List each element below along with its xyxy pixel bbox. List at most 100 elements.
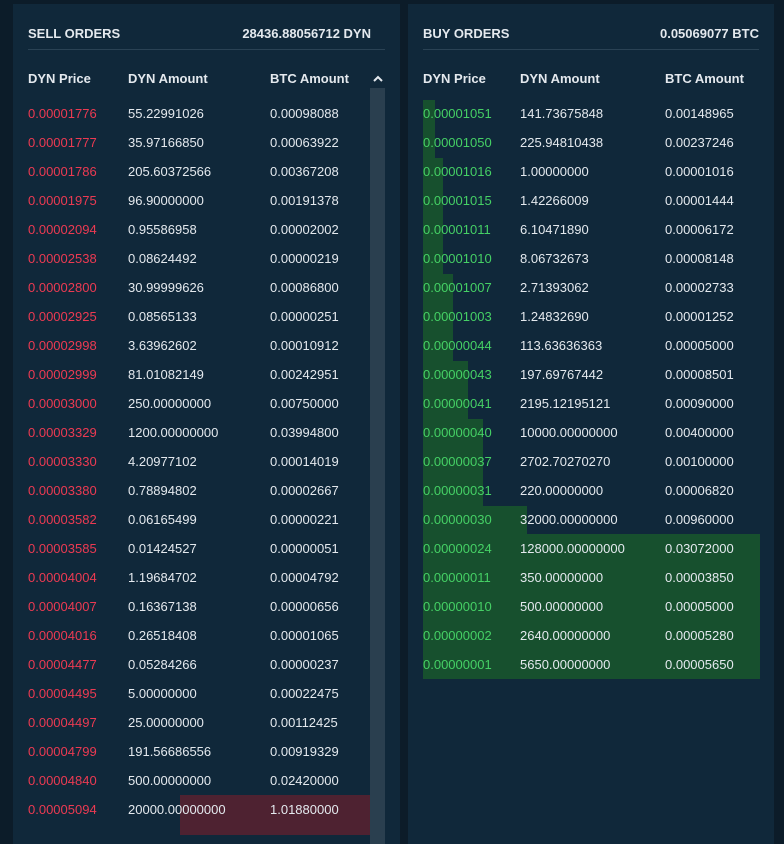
price[interactable]: 0.00002800	[28, 280, 97, 295]
amount[interactable]: 3.63962602	[128, 338, 197, 353]
btc-amount[interactable]: 0.00002002	[270, 222, 339, 237]
amount[interactable]: 197.69767442	[520, 367, 604, 382]
price[interactable]: 0.00004004	[28, 570, 97, 585]
btc-amount[interactable]: 0.00001065	[270, 628, 339, 643]
price[interactable]: 0.00000010	[423, 599, 492, 614]
btc-amount[interactable]: 0.00008501	[665, 367, 734, 382]
amount[interactable]: 96.90000000	[128, 193, 204, 208]
btc-amount[interactable]: 0.00063922	[270, 135, 339, 150]
price[interactable]: 0.00000040	[423, 425, 492, 440]
amount[interactable]: 30.99999626	[128, 280, 204, 295]
price[interactable]: 0.00001776	[28, 106, 97, 121]
amount[interactable]: 350.00000000	[520, 570, 604, 585]
amount[interactable]: 2640.00000000	[520, 628, 611, 643]
amount[interactable]: 220.00000000	[520, 483, 604, 498]
price[interactable]: 0.00002538	[28, 251, 97, 266]
amount[interactable]: 0.05284266	[128, 657, 197, 672]
btc-amount[interactable]: 0.00002733	[665, 280, 734, 295]
amount[interactable]: 2195.12195121	[520, 396, 611, 411]
amount[interactable]: 2702.70270270	[520, 454, 611, 469]
price[interactable]: 0.00001050	[423, 135, 492, 150]
price[interactable]: 0.00000037	[423, 454, 492, 469]
btc-amount[interactable]: 0.00960000	[665, 512, 734, 527]
btc-amount[interactable]: 0.00005000	[665, 338, 734, 353]
btc-amount[interactable]: 0.02420000	[270, 773, 339, 788]
scroll-up[interactable]	[372, 74, 384, 84]
btc-amount[interactable]: 1.01880000	[270, 802, 339, 817]
amount[interactable]: 35.97166850	[128, 135, 204, 150]
amount[interactable]: 81.01082149	[128, 367, 204, 382]
amount[interactable]: 191.56686556	[128, 744, 212, 759]
price[interactable]: 0.00001016	[423, 164, 492, 179]
price[interactable]: 0.00005094	[28, 802, 97, 817]
amount[interactable]: 1200.00000000	[128, 425, 219, 440]
btc-amount[interactable]: 0.00191378	[270, 193, 339, 208]
price[interactable]: 0.00004497	[28, 715, 97, 730]
price[interactable]: 0.00003582	[28, 512, 97, 527]
btc-amount[interactable]: 0.00000221	[270, 512, 339, 527]
amount[interactable]: 5650.00000000	[520, 657, 611, 672]
price[interactable]: 0.00002094	[28, 222, 97, 237]
amount[interactable]: 0.26518408	[128, 628, 197, 643]
price[interactable]: 0.00004840	[28, 773, 97, 788]
amount[interactable]: 141.73675848	[520, 106, 604, 121]
btc-amount[interactable]: 0.00919329	[270, 744, 339, 759]
btc-amount[interactable]: 0.00000219	[270, 251, 339, 266]
btc-amount[interactable]: 0.00112425	[270, 715, 338, 730]
amount[interactable]: 25.00000000	[128, 715, 204, 730]
price[interactable]: 0.00000031	[423, 483, 492, 498]
amount[interactable]: 1.19684702	[128, 570, 197, 585]
btc-amount[interactable]: 0.00001016	[665, 164, 734, 179]
btc-amount[interactable]: 0.00005650	[665, 657, 734, 672]
btc-amount[interactable]: 0.00148965	[665, 106, 734, 121]
amount[interactable]: 0.08565133	[128, 309, 197, 324]
price[interactable]: 0.00002999	[28, 367, 97, 382]
amount[interactable]: 1.42266009	[520, 193, 589, 208]
btc-amount[interactable]: 0.00242951	[270, 367, 339, 382]
btc-amount[interactable]: 0.00086800	[270, 280, 339, 295]
price[interactable]: 0.00001777	[28, 135, 97, 150]
btc-amount[interactable]: 0.00000237	[270, 657, 339, 672]
price[interactable]: 0.00001007	[423, 280, 492, 295]
price[interactable]: 0.00004477	[28, 657, 97, 672]
amount[interactable]: 0.16367138	[128, 599, 197, 614]
amount[interactable]: 20000.00000000	[128, 802, 226, 817]
btc-amount[interactable]: 0.00005280	[665, 628, 734, 643]
btc-amount[interactable]: 0.00000251	[270, 309, 339, 324]
btc-amount[interactable]: 0.00001252	[665, 309, 734, 324]
price[interactable]: 0.00003330	[28, 454, 97, 469]
btc-amount[interactable]: 0.00090000	[665, 396, 734, 411]
amount[interactable]: 113.63636363	[520, 338, 603, 353]
btc-amount[interactable]: 0.00022475	[270, 686, 339, 701]
btc-amount[interactable]: 0.00367208	[270, 164, 339, 179]
amount[interactable]: 1.24832690	[520, 309, 589, 324]
amount[interactable]: 8.06732673	[520, 251, 589, 266]
btc-amount[interactable]: 0.00100000	[665, 454, 734, 469]
amount[interactable]: 0.78894802	[128, 483, 197, 498]
btc-amount[interactable]: 0.00750000	[270, 396, 339, 411]
amount[interactable]: 55.22991026	[128, 106, 204, 121]
amount[interactable]: 500.00000000	[128, 773, 212, 788]
btc-amount[interactable]: 0.00014019	[270, 454, 339, 469]
amount[interactable]: 225.94810438	[520, 135, 604, 150]
btc-amount[interactable]: 0.00003850	[665, 570, 734, 585]
price[interactable]: 0.00001010	[423, 251, 492, 266]
scrollbar[interactable]	[370, 88, 385, 844]
btc-amount[interactable]: 0.03994800	[270, 425, 339, 440]
price[interactable]: 0.00004007	[28, 599, 97, 614]
amount[interactable]: 128000.00000000	[520, 541, 625, 556]
price[interactable]: 0.00001015	[423, 193, 492, 208]
btc-amount[interactable]: 0.00000656	[270, 599, 339, 614]
price[interactable]: 0.00003000	[28, 396, 97, 411]
price[interactable]: 0.00001786	[28, 164, 97, 179]
amount[interactable]: 6.10471890	[520, 222, 589, 237]
price[interactable]: 0.00001975	[28, 193, 97, 208]
price[interactable]: 0.00001003	[423, 309, 492, 324]
amount[interactable]: 250.00000000	[128, 396, 212, 411]
price[interactable]: 0.00004495	[28, 686, 97, 701]
btc-amount[interactable]: 0.00006172	[665, 222, 734, 237]
amount[interactable]: 2.71393062	[520, 280, 589, 295]
btc-amount[interactable]: 0.00000051	[270, 541, 339, 556]
btc-amount[interactable]: 0.00008148	[665, 251, 734, 266]
amount[interactable]: 0.08624492	[128, 251, 197, 266]
